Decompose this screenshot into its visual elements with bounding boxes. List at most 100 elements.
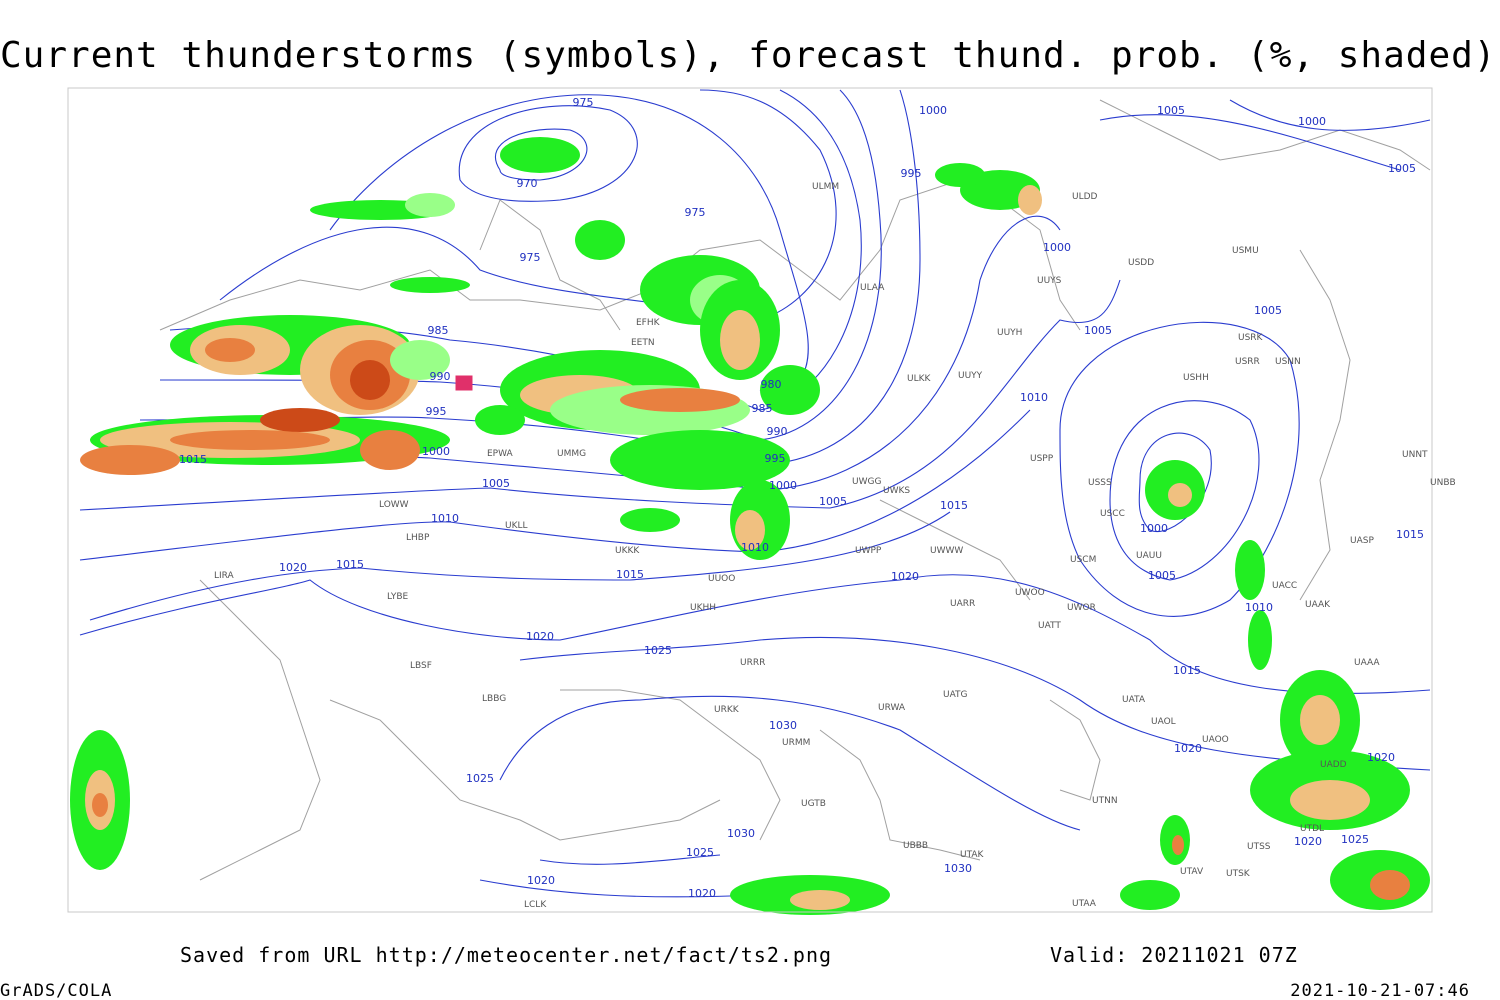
station-label: UTNN — [1092, 796, 1118, 806]
storm-cell — [1300, 695, 1340, 745]
storm-cell — [260, 408, 340, 432]
station-label: ULKK — [907, 374, 932, 384]
station-label: UUYS — [1037, 276, 1062, 286]
isobar-label: 975 — [685, 206, 706, 219]
map-title: Current thunderstorms (symbols), forecas… — [0, 35, 1496, 76]
station-label: UWPP — [855, 546, 882, 556]
storm-cell — [1172, 835, 1184, 855]
isobar-label: 995 — [765, 452, 786, 465]
station-label: USPP — [1030, 454, 1054, 464]
isobar-label: 975 — [573, 96, 594, 109]
isobar-label: 995 — [901, 167, 922, 180]
isobar-label: 1020 — [1367, 751, 1395, 764]
station-label: UNBB — [1430, 478, 1456, 488]
station-label: UTSS — [1247, 842, 1271, 852]
isobar-label: 1005 — [1388, 162, 1416, 175]
station-label: UATA — [1122, 695, 1146, 705]
station-label: USSS — [1088, 478, 1112, 488]
station-label: UTAV — [1180, 867, 1204, 877]
storm-cell — [935, 163, 985, 187]
isobar-label: 1005 — [1084, 324, 1112, 337]
station-label: URMM — [782, 738, 810, 748]
station-label: URKK — [714, 705, 740, 715]
isobar-label: 975 — [520, 251, 541, 264]
station-label: UUOO — [708, 574, 735, 584]
station-label: UWOO — [1015, 588, 1045, 598]
storm-cell — [80, 445, 180, 475]
isobar-label: 980 — [761, 378, 782, 391]
isobar-label: 1015 — [1396, 528, 1424, 541]
station-label: UBBB — [903, 841, 928, 851]
storm-cell — [720, 310, 760, 370]
station-label: URWA — [878, 703, 906, 713]
software: GrADS/COLA — [0, 981, 112, 1000]
isobar-label: 1010 — [431, 512, 459, 525]
storm-cell — [610, 430, 790, 490]
station-label: EFHK — [636, 318, 661, 328]
isobar-label: 1020 — [527, 874, 555, 887]
station-label: UKKK — [615, 546, 640, 556]
storm-cell — [1235, 540, 1265, 600]
storm-cell — [620, 508, 680, 532]
station-label: LOWW — [379, 500, 409, 510]
station-label: USMU — [1232, 246, 1259, 256]
isobar-label: 990 — [767, 425, 788, 438]
station-label: EPWA — [487, 449, 514, 459]
isobar-label: 1025 — [466, 772, 494, 785]
isobar-label: 1005 — [1148, 569, 1176, 582]
isobar-label: 1000 — [1298, 115, 1326, 128]
isobar-label: 1005 — [1157, 104, 1185, 117]
isobar-label: 1005 — [482, 477, 510, 490]
map-frame — [67, 87, 1433, 913]
isobar-label: 1015 — [1173, 664, 1201, 677]
storm-cell — [390, 340, 450, 380]
storm-cell — [475, 405, 525, 435]
storm-cell — [735, 510, 765, 550]
storm-cell — [500, 137, 580, 173]
isobar-label: 1020 — [1174, 742, 1202, 755]
isobar-label: 1000 — [1140, 522, 1168, 535]
isobar-label: 1015 — [336, 558, 364, 571]
isobar-label: 1020 — [891, 570, 919, 583]
station-label: UNNT — [1402, 450, 1428, 460]
isobar-label: 1000 — [1043, 241, 1071, 254]
isobar-label: 1005 — [819, 495, 847, 508]
isobar-label: 1015 — [179, 453, 207, 466]
isobar-label: 1010 — [741, 541, 769, 554]
station-label: UTAA — [1072, 899, 1097, 909]
isobar-label: 1025 — [686, 846, 714, 859]
station-label: UAOO — [1202, 735, 1229, 745]
station-label: UAAA — [1354, 658, 1380, 668]
station-label: USDD — [1128, 258, 1154, 268]
coastlines — [159, 99, 1431, 881]
storm-cell — [790, 890, 850, 910]
station-label: UACC — [1272, 581, 1297, 591]
storm-cell — [575, 220, 625, 260]
station-label: UAAK — [1305, 600, 1331, 610]
map-labels: 975 970 975 975 985 990 995 1000 1005 1010 1015 102… — [179, 96, 1456, 910]
station-label: UARR — [950, 599, 975, 609]
isobar-label: 1010 — [1020, 391, 1048, 404]
station-label: UTAK — [960, 850, 985, 860]
station-label: UUYY — [958, 371, 983, 381]
storm-cell — [350, 360, 390, 400]
station-label: LIRA — [214, 571, 235, 581]
storm-cell — [1120, 880, 1180, 910]
source-url: Saved from URL http://meteocenter.net/fa… — [180, 943, 832, 967]
station-label: EETN — [631, 338, 655, 348]
station-label: UWGG — [852, 477, 881, 487]
storm-cell — [1290, 780, 1370, 820]
storm-cell — [1248, 610, 1272, 670]
isobar-label: 1030 — [944, 862, 972, 875]
isobar-label: 1030 — [769, 719, 797, 732]
station-label: LBSF — [410, 661, 432, 671]
station-label: UMMG — [557, 449, 586, 459]
isobar-label: 1000 — [919, 104, 947, 117]
isobar-label: 1020 — [279, 561, 307, 574]
station-label: UASP — [1350, 536, 1374, 546]
isobar-label: 1005 — [1254, 304, 1282, 317]
isobar-label: 1000 — [769, 479, 797, 492]
isobar-label: 1020 — [688, 887, 716, 900]
thunderstorm-probability — [70, 137, 1430, 915]
station-label: ULAA — [860, 283, 885, 293]
